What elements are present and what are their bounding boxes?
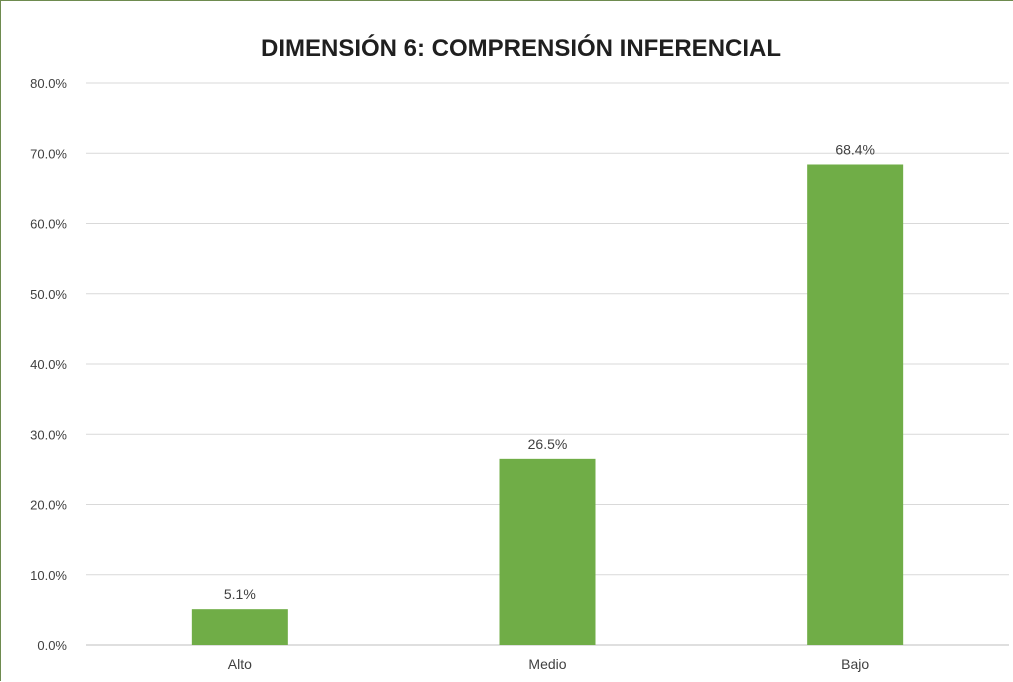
bar-alto bbox=[191, 609, 288, 645]
y-tick-label: 40.0% bbox=[30, 357, 67, 372]
data-label-alto: 5.1% bbox=[224, 586, 256, 602]
bars bbox=[191, 164, 904, 646]
y-tick-label: 50.0% bbox=[30, 287, 67, 302]
x-axis-categories: Alto Medio Bajo bbox=[228, 656, 870, 672]
y-tick-label: 70.0% bbox=[30, 146, 67, 161]
y-tick-label: 10.0% bbox=[30, 568, 67, 583]
y-tick-label: 20.0% bbox=[30, 498, 67, 513]
category-label-medio: Medio bbox=[528, 656, 566, 672]
data-label-bajo: 68.4% bbox=[835, 141, 875, 157]
y-tick-label: 30.0% bbox=[30, 427, 67, 442]
y-tick-label: 60.0% bbox=[30, 217, 67, 232]
y-tick-label: 0.0% bbox=[37, 638, 67, 653]
data-label-medio: 26.5% bbox=[528, 436, 568, 452]
y-tick-label: 80.0% bbox=[30, 76, 67, 91]
data-labels: 5.1% 26.5% 68.4% bbox=[224, 141, 875, 602]
y-axis-ticks: 0.0% 10.0% 20.0% 30.0% 40.0% 50.0% 60.0% 70.0% 8… bbox=[30, 76, 67, 653]
category-label-bajo: Bajo bbox=[841, 656, 869, 672]
bar-bajo bbox=[807, 164, 904, 646]
grid-layer bbox=[86, 82, 1009, 646]
bar-medio bbox=[499, 458, 596, 645]
chart-title: DIMENSIÓN 6: COMPRENSIÓN INFERENCIAL bbox=[261, 34, 781, 62]
category-label-alto: Alto bbox=[228, 656, 252, 672]
